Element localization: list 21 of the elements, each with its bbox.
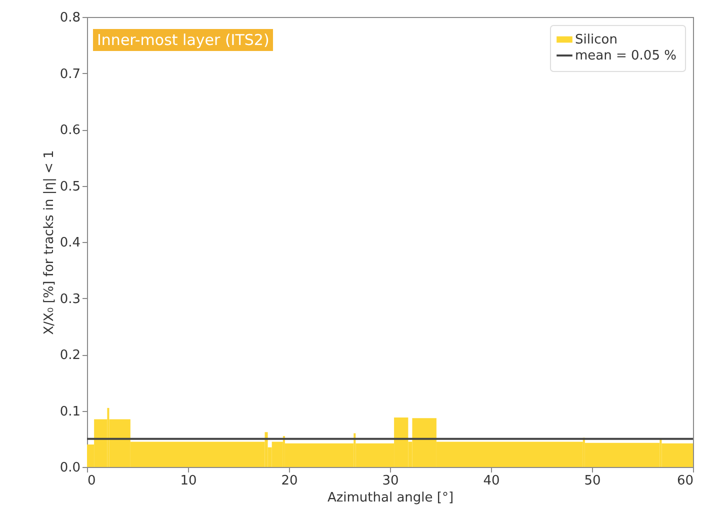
- y-tick-label: 0.2: [60, 348, 80, 363]
- x-tick-label: 50: [584, 474, 601, 488]
- y-axis-title: X/X₀ [%] for tracks in |η| < 1: [42, 150, 57, 335]
- x-tick-label: 40: [483, 474, 500, 488]
- x-tick-label: 10: [180, 474, 197, 488]
- x-tick-label: 0: [88, 474, 96, 488]
- x-tick-label: 60: [676, 474, 694, 488]
- x-tick-label: 30: [382, 474, 399, 488]
- y-tick-label: 0.1: [60, 404, 80, 420]
- y-tick-label: 0.8: [60, 10, 80, 26]
- legend-label: mean = 0.05 %: [575, 48, 676, 64]
- y-tick-label: 0.5: [60, 179, 80, 194]
- y-tick-label: 0.7: [60, 66, 80, 82]
- x-axis-title: Azimuthal angle [°]: [327, 490, 454, 506]
- y-tick-label: 0.3: [60, 292, 80, 307]
- legend-label: Silicon: [575, 32, 618, 48]
- x-tick-label: 20: [281, 474, 298, 488]
- y-tick-label: 0.0: [60, 460, 80, 476]
- y-tick-label: 0.6: [60, 123, 80, 138]
- annotation: Inner-most layer (ITS2): [93, 29, 274, 51]
- y-tick-label: 0.4: [60, 236, 80, 250]
